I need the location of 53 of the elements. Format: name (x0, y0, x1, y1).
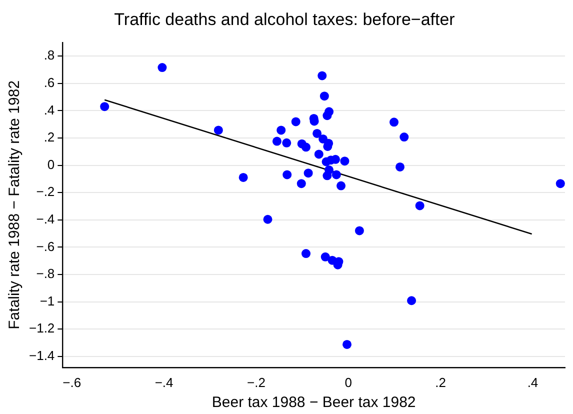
y-tick-label: −.2 (36, 184, 55, 200)
point (396, 162, 405, 172)
point (400, 132, 409, 142)
x-tick-label: −.4 (154, 374, 174, 390)
point (354, 226, 364, 236)
y-tick-label: −.6 (36, 238, 55, 254)
point (282, 170, 292, 180)
point (312, 128, 322, 138)
point (214, 126, 223, 135)
point (320, 252, 330, 262)
y-tick-label: −.4 (36, 212, 55, 226)
y-tick-label: .2 (44, 130, 55, 145)
y-tick-label: .6 (44, 74, 55, 90)
point (340, 156, 350, 166)
y-tick-label: −1 (40, 293, 55, 308)
point (556, 179, 565, 188)
point (100, 102, 110, 112)
y-axis-title: Fatality rate 1988 − Fatality rate 1982 (6, 80, 24, 330)
point (158, 63, 167, 72)
point (238, 172, 248, 182)
point (342, 340, 352, 349)
point (322, 171, 332, 180)
x-tick-label: −.2 (247, 374, 266, 390)
point (407, 296, 416, 306)
point (296, 179, 306, 188)
y-tick-label: .8 (44, 48, 55, 63)
x-tick-label: .4 (527, 374, 538, 390)
point (282, 138, 292, 148)
point (291, 117, 300, 126)
point (390, 118, 399, 127)
y-tick-label: −.8 (36, 266, 55, 282)
y-tick-label: −1.2 (28, 320, 55, 336)
x-tick-label: .2 (435, 374, 446, 390)
y-tick-label: −1.4 (28, 348, 55, 364)
x-tick-label: 0 (344, 374, 352, 390)
point (415, 201, 424, 210)
point (272, 136, 282, 146)
y-tick-label: 0 (47, 156, 55, 172)
point (322, 111, 332, 120)
point (314, 150, 324, 159)
chart-title: Traffic deaths and alcohol taxes: before−after (114, 10, 456, 29)
point (263, 214, 272, 224)
point (320, 92, 329, 101)
point (301, 142, 310, 152)
y-tick-label: .4 (44, 102, 55, 118)
x-axis-title: Beer tax 1988 − Beer tax 1982 (212, 394, 416, 412)
x-tick-label: −.6 (62, 374, 82, 390)
point (332, 170, 341, 180)
point (304, 168, 313, 178)
point (318, 71, 327, 80)
point (276, 126, 286, 135)
point (301, 249, 310, 258)
point (336, 181, 346, 190)
